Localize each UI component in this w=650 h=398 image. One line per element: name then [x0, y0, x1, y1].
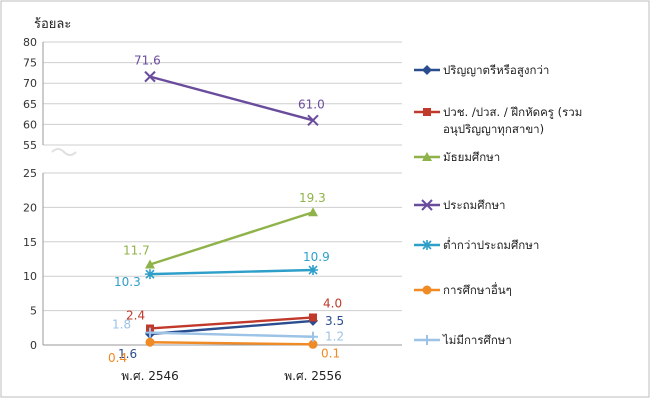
y-tick-label: 60 [23, 118, 37, 131]
series-6-point [308, 331, 318, 342]
series-0-line [149, 319, 314, 336]
series-3-line [149, 75, 314, 122]
series-3-point [144, 70, 156, 83]
y-tick-label: 5 [30, 305, 37, 318]
legend-2-point [422, 152, 432, 161]
data-label: 61.0 [298, 97, 325, 111]
data-label: 2.4 [126, 308, 145, 322]
legend-5-point [422, 285, 432, 295]
y-tick-label: 80 [23, 36, 37, 49]
data-label: 19.3 [299, 191, 326, 205]
x-tick-labels: พ.ศ. 2546 พ.ศ. 2556 [121, 369, 342, 383]
data-label: 71.6 [134, 54, 161, 68]
series-5-line [149, 341, 314, 346]
y-tick-label: 10 [23, 270, 37, 283]
data-label: 0.4 [108, 351, 127, 365]
y-tick-labels: 80 75 70 65 60 55 25 20 15 10 5 0 [23, 36, 37, 352]
series-4-line [149, 268, 314, 276]
y-tick-label: 75 [23, 57, 37, 70]
y-tick-label: 65 [23, 98, 37, 111]
y-tick-label: 0 [30, 339, 37, 352]
data-label: 10.3 [114, 275, 141, 289]
series-3-point [307, 114, 319, 126]
legend-label: ประถมศึกษา [443, 198, 506, 212]
legend-label: ไม่มีการศึกษา [442, 333, 512, 347]
legend-label: ปริญญาตรีหรือสูงกว่า [443, 63, 549, 77]
data-label: 4.0 [323, 296, 342, 310]
legend-label: อนุปริญญาทุกสาขา) [443, 122, 544, 136]
series-6-line [149, 331, 314, 338]
y-axis-title: ร้อยละ [34, 17, 71, 32]
series-2-point [145, 259, 155, 269]
data-label: 1.2 [325, 330, 344, 344]
legend-0-point [422, 65, 432, 75]
data-label: 10.9 [303, 250, 330, 264]
data-label: 1.8 [112, 318, 131, 332]
y-tick-label: 15 [23, 236, 37, 249]
axis-break-mark [51, 148, 77, 156]
series-5-point [308, 339, 318, 349]
data-label: 3.5 [325, 314, 344, 328]
series-1-line [149, 316, 314, 330]
x-tick-label: พ.ศ. 2546 [121, 369, 179, 383]
legend-label: การศึกษาอื่นๆ [443, 282, 512, 297]
y-tick-label: 55 [23, 139, 37, 152]
series-4-point [308, 265, 318, 276]
legend-3-point [421, 199, 433, 211]
legend-label: ปวช. /ปวส. / ฝึกหัดครู (รวม [443, 105, 582, 119]
y-tick-label: 20 [23, 201, 37, 214]
legend-1-point [423, 108, 431, 116]
y-tick-label: 25 [23, 167, 37, 180]
legend-label: มัธยมศึกษา [443, 150, 500, 164]
x-tick-label: พ.ศ. 2556 [284, 369, 342, 383]
series-6-point [145, 327, 155, 338]
data-label: 0.1 [321, 346, 340, 360]
legend-4-point [422, 240, 432, 250]
series-2-line [149, 211, 314, 266]
series-2-point [308, 207, 318, 217]
legend-6-point [422, 335, 432, 345]
series-1-point [309, 313, 317, 322]
series-5-point [145, 337, 155, 347]
legend-label: ต่ำกว่าประถมศึกษา [443, 237, 539, 252]
y-tick-label: 70 [23, 77, 37, 90]
series-4-point [145, 269, 155, 280]
data-labels: 1.6 3.5 2.4 4.0 11.7 19.3 71.6 61.0 10.3 10.9 0.4 0… [108, 54, 344, 366]
data-label: 1.6 [118, 347, 137, 361]
data-label: 11.7 [123, 244, 150, 258]
series-lines [144, 70, 319, 349]
